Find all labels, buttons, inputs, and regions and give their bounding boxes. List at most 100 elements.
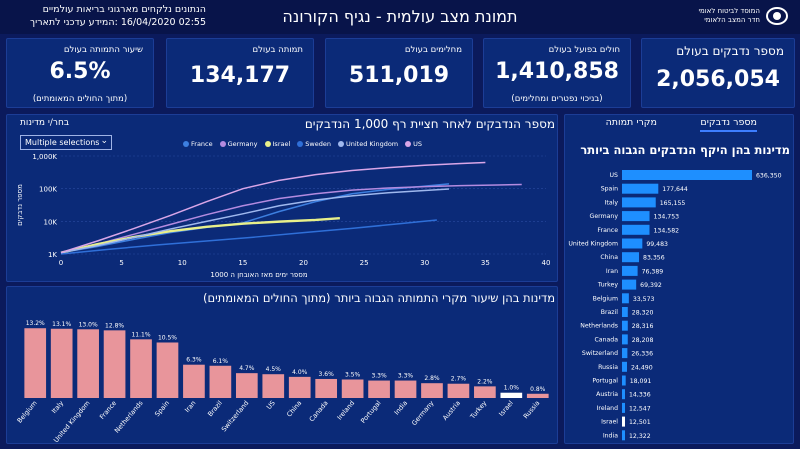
bar[interactable]	[622, 320, 628, 331]
bar[interactable]	[183, 364, 205, 398]
legend-dot	[337, 141, 344, 147]
tab-deaths[interactable]: מקרי תמותה	[605, 117, 657, 128]
legend-item-israel[interactable]: Israel	[264, 140, 290, 148]
series-line-united-kingdom[interactable]	[60, 188, 450, 254]
kpi-label: תמותה בעולם	[252, 45, 303, 55]
kpi-card-total-cases: מספר נדבקים בעולם 2,056,054	[641, 38, 795, 108]
bar[interactable]	[24, 328, 47, 398]
logo-line2: חדר המצב הלאומי	[704, 16, 760, 24]
kpi-card-mortality-rate: שיעור התמותה בעולם 6.5% (מתוך החולים המא…	[6, 38, 154, 108]
category-label: Belgium	[593, 295, 618, 302]
bar[interactable]	[622, 375, 626, 386]
bar[interactable]	[156, 342, 179, 399]
legend-dot	[405, 141, 412, 147]
bar[interactable]	[622, 265, 638, 276]
bar-value-label: 10.5%	[158, 335, 177, 342]
category-label: Germany	[590, 213, 619, 220]
bar[interactable]	[622, 416, 625, 427]
x-tick-label: 20	[299, 259, 308, 267]
bar[interactable]	[622, 389, 625, 400]
bar[interactable]	[622, 238, 643, 249]
bar[interactable]	[209, 365, 232, 398]
legend-item-united-kingdom[interactable]: United Kingdom	[337, 140, 398, 148]
bar[interactable]	[288, 376, 311, 398]
bar-value-label: 11.1%	[131, 331, 150, 338]
category-label: Russia	[598, 364, 618, 371]
category-label: Ireland	[597, 405, 618, 412]
category-label: China	[285, 399, 303, 418]
bar[interactable]	[622, 348, 628, 359]
category-label: Spain	[153, 399, 171, 418]
bar[interactable]	[500, 392, 523, 398]
legend-item-france[interactable]: France	[183, 140, 213, 148]
kpi-value: 511,019	[348, 63, 450, 88]
bar[interactable]	[341, 379, 364, 399]
legend-item-us[interactable]: US	[405, 140, 422, 148]
bar[interactable]	[447, 383, 470, 398]
dropdown-value: Multiple selections	[25, 138, 100, 147]
bar[interactable]	[315, 378, 338, 398]
country-filter-dropdown[interactable]: Multiple selections ⌄	[20, 135, 112, 150]
bar[interactable]	[421, 383, 443, 398]
category-label: Spain	[601, 186, 618, 193]
series-line-france[interactable]	[60, 183, 450, 254]
category-label: Brazil	[206, 399, 224, 418]
bar[interactable]	[474, 386, 496, 398]
x-tick-label: 15	[238, 259, 247, 267]
tab-cases[interactable]: מספר נדבקים	[700, 117, 757, 132]
series-line-sweden[interactable]	[60, 219, 437, 255]
category-label: India	[393, 399, 409, 416]
bar[interactable]	[622, 252, 640, 263]
page-title: תמונת מצב עולמית - נגיף הקורונה	[282, 7, 518, 26]
bar-value-label: 4.0%	[292, 369, 308, 376]
kpi-sub: (בניכוי נפטרים ומחלימים)	[511, 94, 603, 104]
country-filter-label: בחר/י מדינות	[20, 118, 70, 128]
category-label: Italy	[605, 199, 619, 206]
y-tick-label: 1,000K	[32, 153, 57, 161]
bar[interactable]	[77, 329, 99, 398]
bar[interactable]	[622, 402, 625, 413]
bar-value-label: 13.2%	[26, 320, 45, 327]
bar[interactable]	[394, 380, 417, 398]
bar[interactable]	[622, 211, 650, 222]
category-label: India	[603, 432, 618, 439]
bar[interactable]	[622, 279, 637, 290]
bar[interactable]	[622, 224, 650, 235]
bar-value-label: 165,155	[660, 200, 686, 207]
bar[interactable]	[130, 339, 152, 398]
line-chart: 1K 10K 100K 1,000K 0 5 10 15 20 25 30 35 40 מספר נדבק…	[16, 153, 551, 279]
bar[interactable]	[368, 380, 390, 398]
bar[interactable]	[622, 170, 752, 180]
x-tick-label: 40	[542, 259, 551, 267]
bar[interactable]	[622, 293, 629, 304]
bar[interactable]	[622, 197, 656, 208]
legend-item-sweden[interactable]: Sweden	[297, 140, 331, 148]
logo-line1: המוסד לביטוח לאומי	[698, 7, 760, 15]
series-line-germany[interactable]	[60, 183, 522, 254]
bar[interactable]	[622, 183, 659, 194]
kpi-value: 2,056,054	[656, 67, 780, 92]
bar[interactable]	[622, 361, 628, 372]
bar[interactable]	[103, 330, 126, 398]
bar[interactable]	[262, 374, 285, 398]
kpi-label: חולים בפועל בעולם	[548, 45, 620, 55]
bar-value-label: 2.2%	[477, 378, 493, 385]
x-tick-label: 35	[481, 259, 490, 267]
bar-value-label: 18,091	[630, 378, 652, 385]
bar[interactable]	[622, 307, 628, 317]
bar[interactable]	[622, 430, 625, 441]
bar-value-label: 26,336	[631, 351, 653, 358]
series-line-israel[interactable]	[60, 216, 340, 254]
category-label: Italy	[50, 399, 65, 415]
legend-item-germany[interactable]: Germany	[219, 140, 258, 148]
series-line-us[interactable]	[60, 161, 486, 254]
x-tick-label: 5	[119, 259, 123, 267]
category-label: Turkey	[597, 282, 618, 289]
bar[interactable]	[526, 393, 549, 398]
bar[interactable]	[622, 334, 628, 345]
bar-value-label: 3.6%	[319, 371, 335, 378]
y-tick-label: 1K	[48, 251, 57, 259]
bar[interactable]	[50, 328, 73, 398]
bar[interactable]	[235, 373, 258, 398]
x-tick-label: 0	[59, 259, 63, 267]
